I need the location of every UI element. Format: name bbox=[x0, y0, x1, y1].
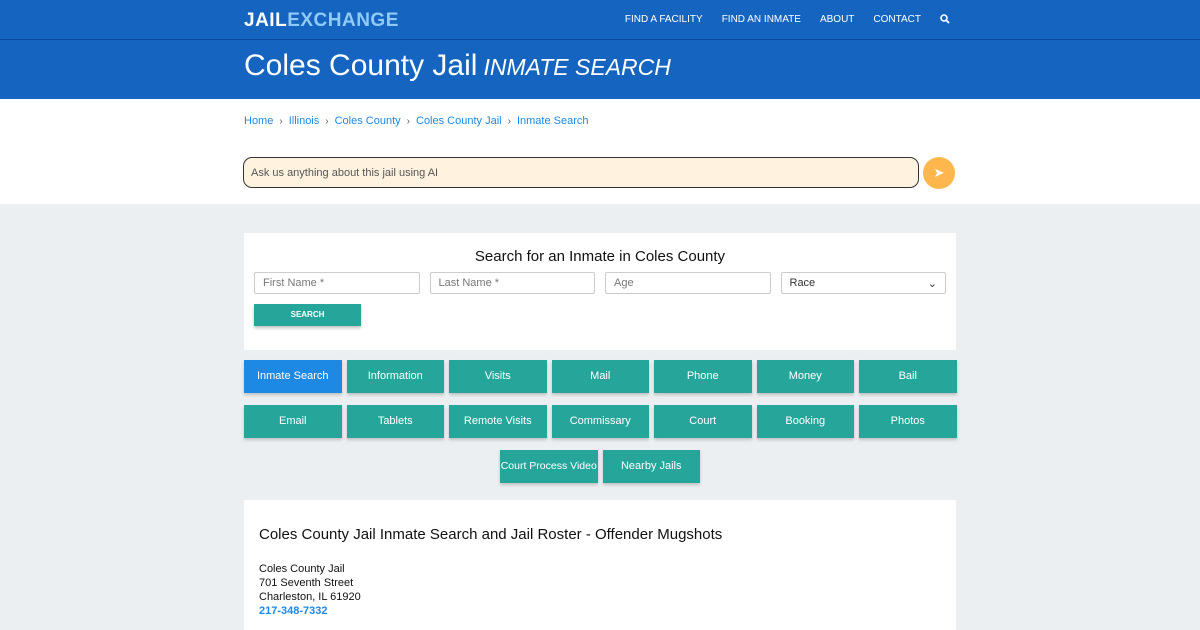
page-title: Coles County Jail INMATE SEARCH bbox=[244, 40, 1200, 93]
btn-email[interactable]: Email bbox=[244, 405, 342, 438]
title-band: Coles County Jail INMATE SEARCH bbox=[0, 40, 1200, 99]
btn-money[interactable]: Money bbox=[756, 360, 854, 393]
nav-find-inmate[interactable]: FIND AN INMATE bbox=[721, 14, 801, 25]
jail-phone-link[interactable]: 217-348-7332 bbox=[259, 605, 328, 617]
btn-tablets[interactable]: Tablets bbox=[346, 405, 444, 438]
btn-court-process-video[interactable]: Court Process Video bbox=[500, 450, 598, 483]
first-name-input[interactable]: First Name * bbox=[254, 272, 420, 294]
jail-city: Charleston, IL 61920 bbox=[259, 591, 361, 603]
btn-visits[interactable]: Visits bbox=[449, 360, 547, 393]
nav-find-facility[interactable]: FIND A FACILITY bbox=[624, 14, 703, 25]
jail-name: Coles County Jail bbox=[259, 563, 345, 575]
search-icon[interactable] bbox=[940, 14, 950, 27]
chevron-right-icon: › bbox=[279, 115, 283, 127]
breadcrumb-jail[interactable]: Coles County Jail bbox=[416, 115, 502, 127]
btn-booking[interactable]: Booking bbox=[756, 405, 854, 438]
btn-phone[interactable]: Phone bbox=[654, 360, 752, 393]
btn-bail[interactable]: Bail bbox=[859, 360, 957, 393]
logo-text-accent: EXCHANGE bbox=[287, 10, 399, 31]
page-title-sub: INMATE SEARCH bbox=[483, 54, 671, 80]
content-heading: Coles County Jail Inmate Search and Jail… bbox=[259, 526, 723, 543]
chevron-down-icon: ⌄ bbox=[927, 278, 937, 290]
age-input[interactable]: Age bbox=[605, 272, 771, 294]
search-heading: Search for an Inmate in Coles County bbox=[474, 248, 726, 265]
chevron-right-icon: › bbox=[406, 115, 410, 127]
breadcrumb-state[interactable]: Illinois bbox=[288, 115, 320, 127]
chevron-right-icon: › bbox=[507, 115, 511, 127]
btn-inmate-search[interactable]: Inmate Search bbox=[244, 360, 342, 393]
top-nav: JAILEXCHANGE FIND A FACILITY FIND AN INM… bbox=[0, 0, 1200, 40]
btn-photos[interactable]: Photos bbox=[859, 405, 957, 438]
race-select[interactable]: Race ⌄ bbox=[780, 272, 946, 294]
jail-info-card: Coles County Jail Inmate Search and Jail… bbox=[244, 500, 956, 630]
btn-nearby-jails[interactable]: Nearby Jails bbox=[602, 450, 700, 483]
chevron-right-icon: › bbox=[325, 115, 329, 127]
age-placeholder: Age bbox=[614, 277, 634, 289]
jail-street: 701 Seventh Street bbox=[259, 577, 354, 589]
btn-mail[interactable]: Mail bbox=[551, 360, 649, 393]
logo-text: JAIL bbox=[244, 10, 288, 31]
btn-court[interactable]: Court bbox=[654, 405, 752, 438]
section-buttons: Inmate Search Information Visits Mail Ph… bbox=[244, 360, 957, 438]
nav-about[interactable]: ABOUT bbox=[819, 14, 855, 25]
breadcrumb-home[interactable]: Home bbox=[244, 115, 274, 127]
nav-contact[interactable]: CONTACT bbox=[873, 14, 921, 25]
last-name-input[interactable]: Last Name * bbox=[429, 272, 595, 294]
breadcrumb-county[interactable]: Coles County bbox=[334, 115, 401, 127]
logo[interactable]: JAILEXCHANGE bbox=[244, 10, 399, 32]
breadcrumb-current[interactable]: Inmate Search bbox=[516, 115, 589, 127]
ai-question-input[interactable]: Ask us anything about this jail using AI bbox=[243, 157, 919, 188]
race-value: Race bbox=[789, 277, 816, 289]
inmate-search-form: Search for an Inmate in Coles County Fir… bbox=[244, 233, 956, 350]
btn-commissary[interactable]: Commissary bbox=[551, 405, 649, 438]
first-name-placeholder: First Name * bbox=[263, 277, 325, 289]
page-title-main: Coles County Jail bbox=[244, 49, 478, 82]
search-button[interactable]: SEARCH bbox=[254, 304, 361, 326]
btn-remote-visits[interactable]: Remote Visits bbox=[449, 405, 547, 438]
last-name-placeholder: Last Name * bbox=[438, 277, 500, 289]
btn-information[interactable]: Information bbox=[346, 360, 444, 393]
paper-plane-icon: ➤ bbox=[933, 165, 945, 180]
send-button[interactable]: ➤ bbox=[923, 157, 955, 189]
breadcrumb: Home › Illinois › Coles County › Coles Coun… bbox=[244, 115, 588, 127]
